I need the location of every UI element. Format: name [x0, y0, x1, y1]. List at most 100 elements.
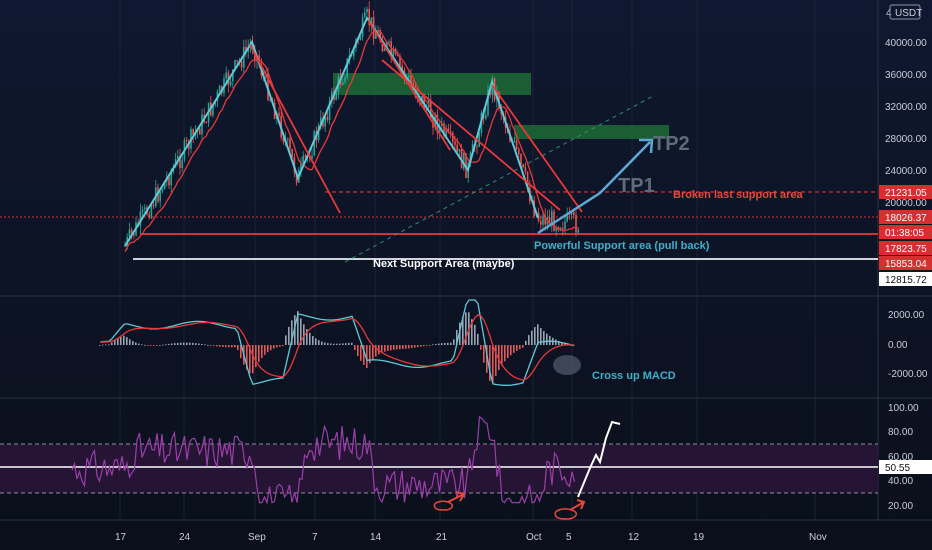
macd-bar [339, 343, 341, 345]
candle-body [278, 112, 280, 116]
macd-bar [144, 344, 146, 346]
currency-badge-box[interactable] [889, 4, 921, 20]
macd-bar [471, 319, 473, 345]
macd-bar [237, 345, 239, 351]
macd-tick: -2000.00 [888, 369, 928, 380]
price-tick: 36000.00 [885, 70, 927, 81]
macd-bar [201, 343, 203, 345]
rsi-line [71, 415, 576, 505]
candle-body [289, 138, 291, 149]
candle-body [540, 221, 542, 225]
candle-body [269, 99, 271, 101]
badge-countdown: 01:38:05 [885, 228, 924, 239]
candle-body [205, 122, 208, 124]
candle-body [168, 176, 170, 186]
macd-bar [357, 345, 359, 357]
candle-body [487, 89, 489, 116]
candle-body [185, 140, 188, 142]
candle-body [370, 17, 373, 26]
macd-bar [162, 344, 164, 346]
macd-bar [453, 339, 455, 345]
candle-body [240, 60, 243, 68]
rsi-badge: 50.55 [885, 463, 910, 474]
macd-bar [528, 335, 530, 345]
macd-bar [294, 315, 296, 345]
macd-bar [504, 345, 506, 362]
candle-body [515, 140, 518, 150]
price-zigzag-line [124, 15, 539, 247]
macd-bar [456, 329, 458, 345]
candle-body [141, 209, 144, 212]
rsi-arrow-2 [569, 499, 586, 511]
macd-bar [117, 338, 119, 345]
macd-bar [303, 324, 305, 345]
macd-bar [531, 330, 533, 345]
candle-body [304, 155, 307, 158]
macd-bar [417, 345, 419, 348]
candle-body [399, 55, 401, 66]
candle-body [232, 69, 234, 82]
price-tick: 32000.00 [885, 102, 927, 113]
macd-bar [363, 345, 365, 365]
macd-bar [198, 343, 200, 345]
macd-bar [300, 318, 302, 345]
candle-body [331, 91, 333, 102]
projection-arrow [537, 141, 651, 235]
candle-body [161, 189, 164, 192]
candle-body [212, 104, 214, 116]
macd-bar [564, 343, 566, 345]
macd-bar [273, 345, 275, 349]
candle-body [201, 114, 203, 135]
macd-bar [414, 345, 416, 348]
macd-bar [441, 343, 443, 345]
macd-bar [465, 312, 467, 345]
rsi-badge-box [879, 460, 932, 474]
red-trendline [249, 44, 341, 214]
macd-bar [105, 344, 107, 346]
price-tick: 24000.00 [885, 166, 927, 177]
macd-bar [312, 335, 314, 345]
macd-bar [171, 343, 173, 345]
macd-bar [507, 345, 509, 359]
candle-body [320, 117, 322, 126]
candle-body [388, 41, 390, 43]
candle-body [150, 204, 153, 218]
red-trendlines [249, 19, 583, 214]
candle-body [124, 245, 126, 247]
macd-bar [351, 342, 353, 345]
macd-bar [264, 345, 266, 355]
macd-bar [525, 340, 527, 345]
macd-bar [498, 345, 500, 371]
candle-body [566, 213, 568, 222]
macd-bar [438, 343, 440, 345]
macd-bar [405, 345, 407, 349]
macd-bar [267, 345, 269, 353]
price-tick: 20000.00 [885, 198, 927, 209]
candle-body [130, 229, 133, 234]
macd-bar [177, 342, 179, 345]
candle-body [229, 81, 232, 86]
macd-bar [450, 342, 452, 345]
macd-bar [213, 345, 215, 346]
rsi-axis: 100.00 80.00 60.00 50.55 40.00 20.00 [879, 403, 932, 512]
rsi-tick: 40.00 [888, 476, 913, 487]
macd-bar [549, 335, 551, 345]
candle-body [570, 212, 573, 215]
rsi-arrow-1 [447, 491, 466, 503]
candle-body [139, 211, 142, 227]
macd-bar [327, 343, 329, 345]
candle-body [381, 40, 384, 52]
macd-bar [480, 345, 482, 350]
candle-body [245, 46, 247, 52]
macd-bar [342, 343, 344, 345]
currency-badge[interactable]: USDT [895, 8, 922, 19]
macd-bar [204, 344, 206, 346]
candle-body [368, 8, 370, 26]
candle-body [522, 164, 524, 168]
macd-bar [486, 345, 488, 373]
candle-body [524, 167, 527, 172]
candle-body [447, 128, 450, 132]
candle-body [548, 217, 551, 225]
next-support-label: Next Support Area (maybe) [373, 258, 515, 270]
macd-bar [180, 342, 182, 345]
